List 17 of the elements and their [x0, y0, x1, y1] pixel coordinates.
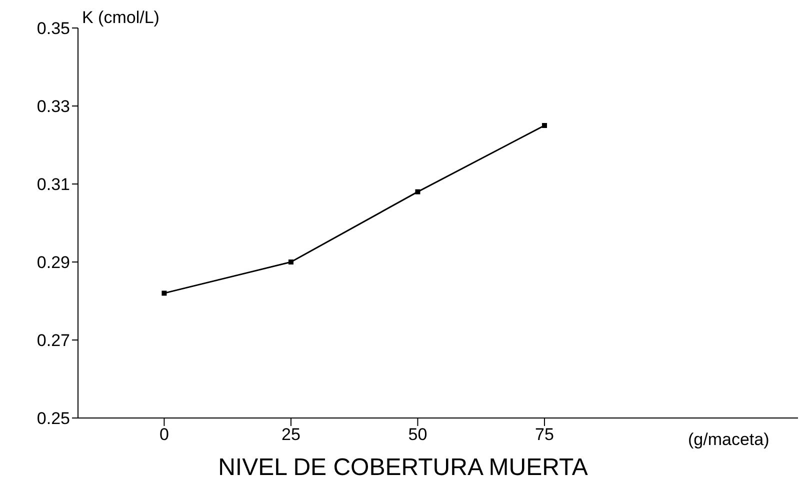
point	[415, 189, 420, 194]
y-tick-label: 0.27	[36, 331, 70, 350]
x-tick-label: 25	[281, 425, 300, 444]
y-tick-label: 0.33	[36, 97, 70, 116]
x-axis-title: NIVEL DE COBERTURA MUERTA	[217, 454, 589, 482]
point	[162, 290, 167, 296]
y-tick-label: 0.31	[36, 175, 70, 194]
y-tick-label: 0.29	[36, 253, 70, 272]
y-tick-label: 0.35	[36, 19, 70, 38]
y-tick-label: 0.25	[36, 409, 70, 428]
x-tick-label: 75	[535, 425, 554, 444]
y-axis-title: K (cmol/L)	[82, 8, 160, 28]
text: (g/maceta)	[688, 430, 770, 450]
point	[542, 123, 547, 128]
x-tick-label: 50	[408, 425, 428, 444]
x-tick-label: 0	[159, 425, 169, 444]
point	[288, 260, 294, 264]
